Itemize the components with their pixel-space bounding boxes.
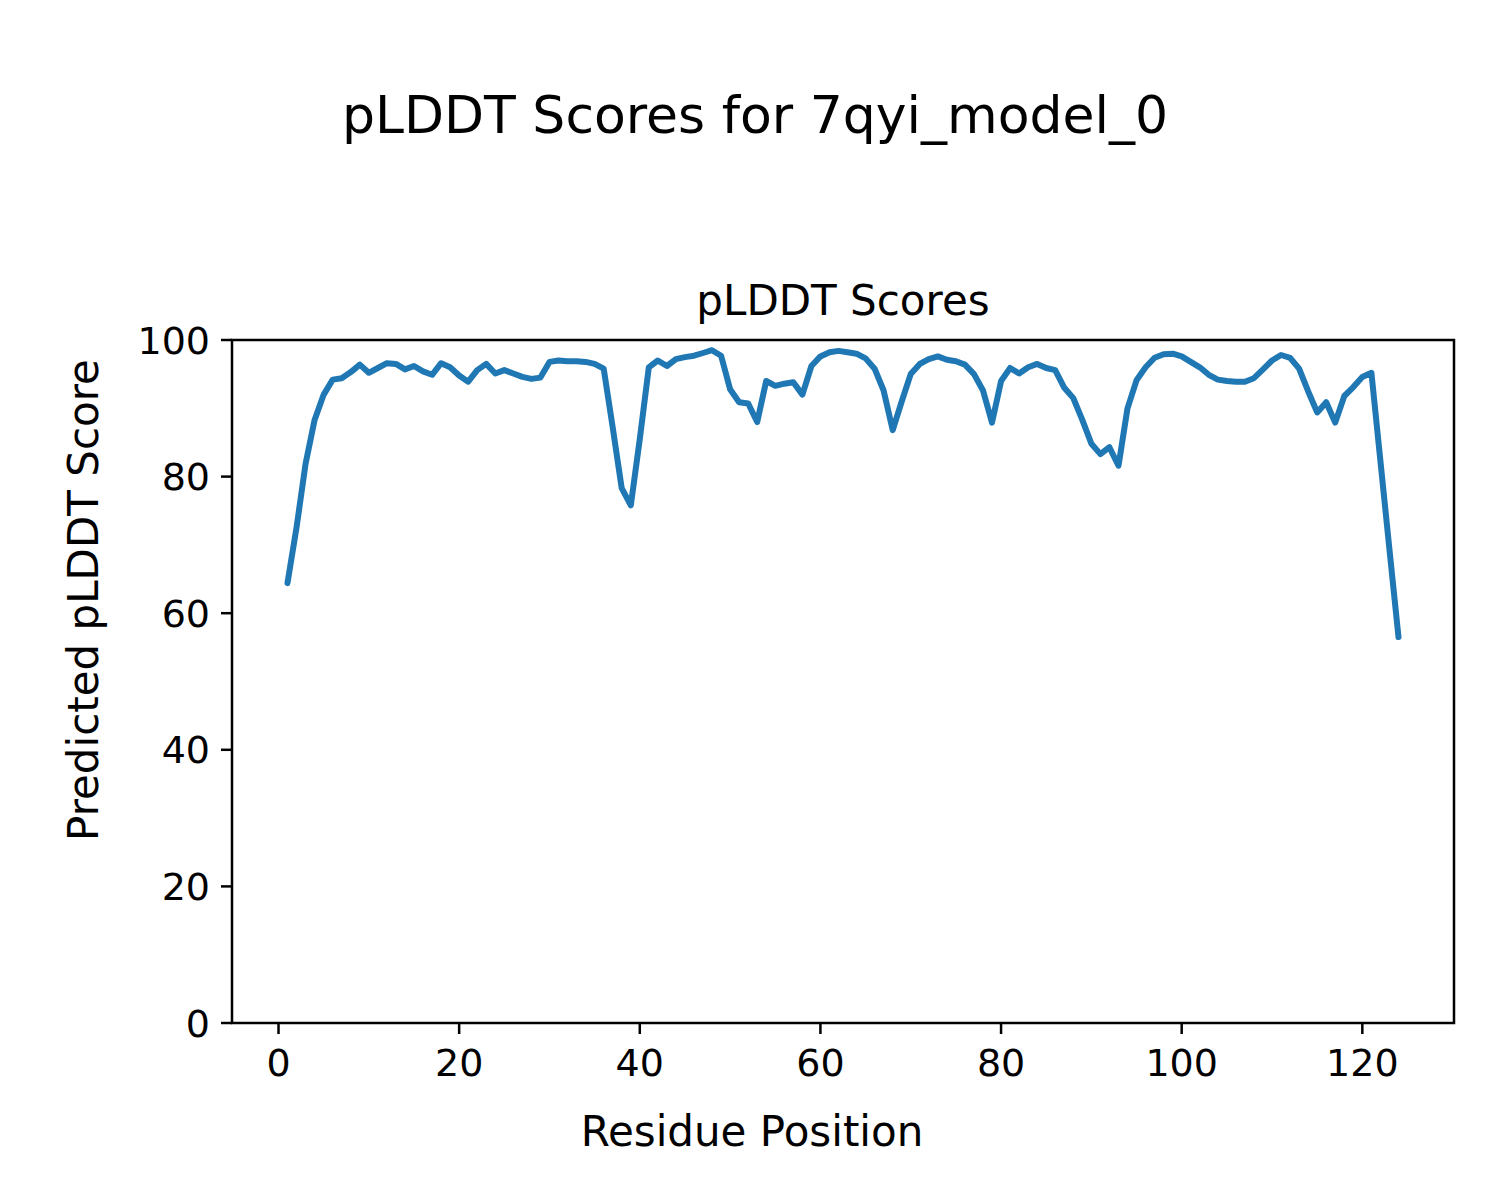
y-tick-label: 40 — [162, 728, 210, 772]
x-tick-label: 100 — [1145, 1041, 1218, 1085]
y-tick-label: 80 — [162, 455, 210, 499]
figure: pLDDT Scores for 7qyi_model_0 pLDDT Scor… — [0, 0, 1500, 1200]
x-tick-label: 80 — [977, 1041, 1025, 1085]
plddt-line-series — [288, 350, 1399, 637]
x-axis-tick-labels: 0 20 40 60 80 100 120 — [266, 1041, 1398, 1085]
x-axis-label: Residue Position — [581, 1107, 924, 1156]
y-axis-ticks — [221, 340, 232, 1023]
y-tick-label: 60 — [162, 592, 210, 636]
y-tick-label: 0 — [186, 1002, 210, 1046]
figure-title: pLDDT Scores for 7qyi_model_0 — [342, 85, 1168, 145]
y-tick-label: 20 — [162, 865, 210, 909]
x-tick-label: 0 — [266, 1041, 290, 1085]
y-tick-label: 100 — [137, 319, 210, 363]
x-tick-label: 40 — [616, 1041, 664, 1085]
y-axis-label: Predicted pLDDT Score — [59, 359, 108, 841]
y-axis-tick-labels: 0 20 40 60 80 100 — [137, 319, 210, 1046]
x-tick-label: 20 — [435, 1041, 483, 1085]
x-tick-label: 60 — [796, 1041, 844, 1085]
plot-area: pLDDT Scores for 7qyi_model_0 pLDDT Scor… — [0, 0, 1500, 1200]
x-tick-label: 120 — [1326, 1041, 1399, 1085]
x-axis-ticks — [279, 1023, 1363, 1034]
axes-frame — [232, 340, 1454, 1023]
axes-title: pLDDT Scores — [696, 276, 989, 325]
